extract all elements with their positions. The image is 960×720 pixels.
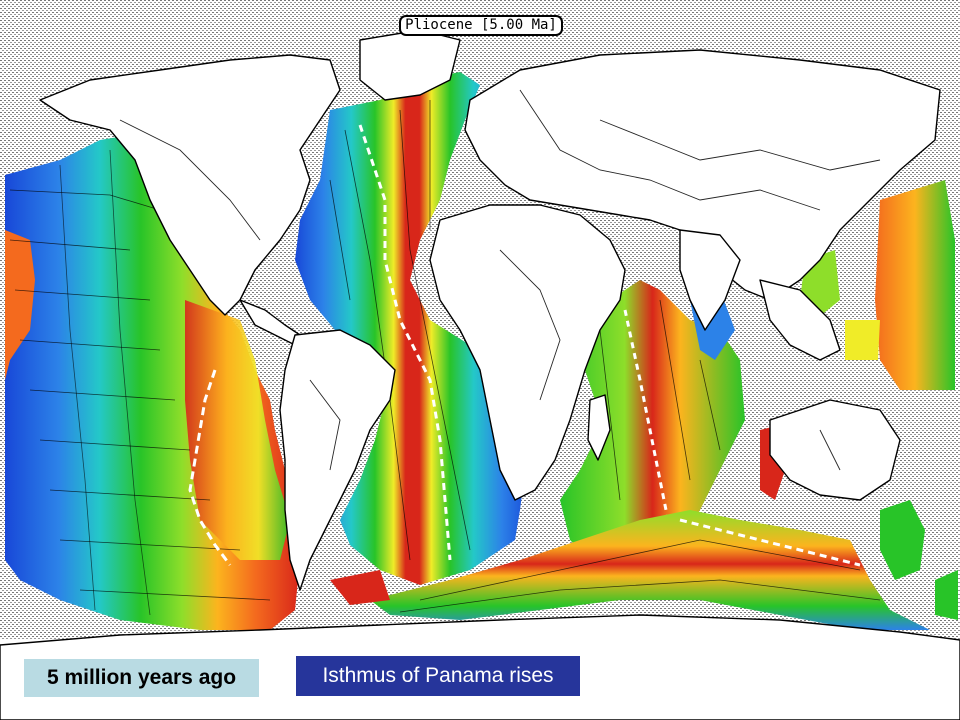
north-america <box>39 54 341 316</box>
australia <box>769 399 901 501</box>
event-caption: Isthmus of Panama rises <box>296 656 580 696</box>
indian-age-bands <box>560 280 745 570</box>
southeast-asia <box>759 279 841 361</box>
southern-age-bands <box>330 510 930 630</box>
age-caption: 5 million years ago <box>24 659 259 697</box>
madagascar <box>587 394 611 461</box>
south-america <box>279 329 396 591</box>
atlantic-age-bands <box>295 72 530 585</box>
pacific-age-bands <box>5 135 300 630</box>
continents <box>0 29 960 720</box>
epoch-label: Pliocene [5.00 Ma] <box>399 15 563 36</box>
plate-boundaries <box>119 89 881 471</box>
india <box>679 229 741 331</box>
africa <box>429 204 626 501</box>
